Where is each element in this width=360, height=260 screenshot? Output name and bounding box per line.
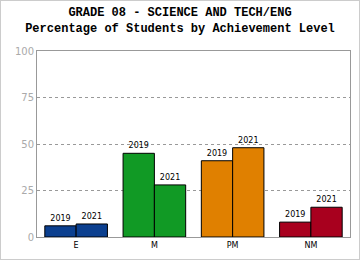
- svg-text:M: M: [151, 241, 158, 250]
- svg-text:PM: PM: [227, 241, 239, 250]
- svg-text:NM: NM: [304, 241, 317, 250]
- svg-text:2021: 2021: [160, 173, 180, 182]
- svg-text:75: 75: [21, 92, 34, 103]
- svg-text:100: 100: [15, 46, 34, 57]
- svg-text:2019: 2019: [285, 210, 305, 219]
- svg-text:2021: 2021: [316, 195, 336, 204]
- svg-text:2019: 2019: [50, 214, 70, 223]
- svg-text:2021: 2021: [238, 136, 258, 145]
- svg-text:0: 0: [28, 232, 34, 243]
- svg-text:2021: 2021: [82, 212, 102, 221]
- svg-text:50: 50: [21, 139, 34, 150]
- svg-text:25: 25: [21, 185, 34, 196]
- svg-text:2019: 2019: [129, 141, 149, 150]
- svg-text:2019: 2019: [207, 149, 227, 158]
- svg-text:GRADE 08 - SCIENCE AND TECH/EN: GRADE 08 - SCIENCE AND TECH/ENGPercentag…: [25, 6, 335, 36]
- svg-text:E: E: [74, 241, 79, 250]
